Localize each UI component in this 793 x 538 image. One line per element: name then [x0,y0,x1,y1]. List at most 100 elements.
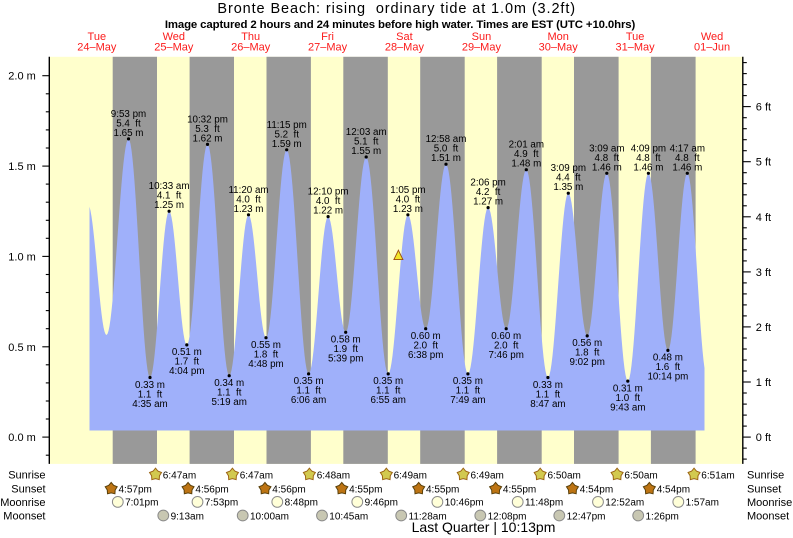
svg-text:6:47am: 6:47am [163,470,196,481]
svg-text:7:53pm: 7:53pm [205,498,238,509]
svg-text:1.51 m: 1.51 m [431,153,461,164]
svg-text:Sunset: Sunset [747,484,781,496]
svg-text:1.35 m: 1.35 m [553,182,583,193]
svg-text:6 ft: 6 ft [756,102,771,114]
svg-text:4.9 ft: 4.9 ft [514,149,539,160]
svg-text:27–May: 27–May [308,41,348,53]
svg-text:0 ft: 0 ft [756,432,771,444]
svg-text:2 ft: 2 ft [756,322,771,334]
svg-text:9:53 pm: 9:53 pm [111,109,146,120]
svg-text:9:43 am: 9:43 am [610,402,645,413]
svg-text:10:46pm: 10:46pm [445,498,484,509]
svg-text:Tue: Tue [626,31,645,43]
svg-text:5:39 pm: 5:39 pm [328,354,363,365]
svg-text:2.0 ft: 2.0 ft [413,341,438,352]
svg-text:4.0 ft: 4.0 ft [236,194,261,205]
svg-text:4.8 ft: 4.8 ft [595,153,620,164]
svg-text:4.4 ft: 4.4 ft [556,173,581,184]
svg-text:1:05 pm: 1:05 pm [390,185,425,196]
svg-text:11:48pm: 11:48pm [525,498,563,509]
svg-text:28–May: 28–May [385,41,425,53]
svg-text:29–May: 29–May [462,41,502,53]
svg-text:31–May: 31–May [616,41,656,53]
svg-text:7:01pm: 7:01pm [125,498,158,509]
svg-text:5.4 ft: 5.4 ft [116,118,141,129]
svg-text:25–May: 25–May [154,41,194,53]
svg-text:1.8 ft: 1.8 ft [575,348,600,359]
svg-text:Thu: Thu [241,31,260,43]
svg-text:5 ft: 5 ft [756,157,771,169]
svg-text:Mon: Mon [547,31,568,43]
svg-text:6:50am: 6:50am [624,470,657,481]
svg-text:9:02 pm: 9:02 pm [569,357,604,368]
svg-text:4.1 ft: 4.1 ft [157,191,182,202]
svg-text:1:57am: 1:57am [686,498,719,509]
svg-text:Sunrise: Sunrise [8,470,45,482]
svg-text:1.1 ft: 1.1 ft [217,388,242,399]
svg-text:4:57pm: 4:57pm [119,485,152,496]
svg-text:1.27 m: 1.27 m [473,197,503,208]
svg-text:4:54pm: 4:54pm [657,485,690,496]
svg-text:4:55pm: 4:55pm [426,485,459,496]
svg-text:0.48 m: 0.48 m [653,353,683,364]
svg-text:Last Quarter | 10:13pm: Last Quarter | 10:13pm [412,519,556,535]
svg-text:1.1 ft: 1.1 ft [138,389,163,400]
svg-text:1.22 m: 1.22 m [313,206,343,217]
svg-text:Bronte Beach: rising ordinary: Bronte Beach: rising ordinary tide at 1.… [217,1,576,17]
svg-text:Tue: Tue [88,31,107,43]
svg-text:Moonrise: Moonrise [0,497,45,509]
svg-text:10:45am: 10:45am [329,511,368,522]
svg-text:5.3 ft: 5.3 ft [195,124,220,135]
svg-text:Sunrise: Sunrise [747,470,784,482]
svg-text:Moonset: Moonset [747,511,789,523]
svg-text:Wed: Wed [163,31,185,43]
svg-text:6:47am: 6:47am [240,470,273,481]
svg-text:1.0 m: 1.0 m [8,251,36,263]
svg-text:11:15 pm: 11:15 pm [267,120,307,131]
svg-text:4:04 pm: 4:04 pm [169,366,204,377]
svg-text:3:09 am: 3:09 am [589,143,624,154]
svg-text:4:09 pm: 4:09 pm [631,143,666,154]
svg-text:4:48 pm: 4:48 pm [248,359,283,370]
svg-text:10:33 am: 10:33 am [149,181,190,192]
svg-text:4.8 ft: 4.8 ft [675,153,700,164]
svg-text:6:50am: 6:50am [548,470,581,481]
svg-text:1.1 ft: 1.1 ft [296,386,321,397]
svg-text:3:09 pm: 3:09 pm [551,163,586,174]
svg-text:10:00am: 10:00am [250,511,289,522]
svg-text:12:52am: 12:52am [605,498,644,509]
svg-text:1.46 m: 1.46 m [633,162,663,173]
svg-text:4:56pm: 4:56pm [195,485,228,496]
svg-text:4 ft: 4 ft [756,212,771,224]
svg-text:1.6 ft: 1.6 ft [656,362,681,373]
svg-text:4.0 ft: 4.0 ft [316,196,341,207]
svg-text:6:49am: 6:49am [471,470,504,481]
svg-text:4:54pm: 4:54pm [580,485,613,496]
svg-text:1.23 m: 1.23 m [393,204,423,215]
svg-text:4:55pm: 4:55pm [503,485,536,496]
svg-text:0.33 m: 0.33 m [135,380,165,391]
svg-text:0.60 m: 0.60 m [411,331,441,342]
svg-text:1.65 m: 1.65 m [114,128,144,139]
svg-text:4.8 ft: 4.8 ft [636,153,661,164]
svg-text:2:01 am: 2:01 am [509,140,544,151]
svg-text:4:55pm: 4:55pm [349,485,382,496]
svg-text:4:17 am: 4:17 am [670,143,705,154]
svg-text:0.51 m: 0.51 m [172,347,202,358]
svg-text:5.2 ft: 5.2 ft [274,129,299,140]
svg-text:8:48pm: 8:48pm [285,498,318,509]
svg-text:4.0 ft: 4.0 ft [396,194,421,205]
svg-text:12:58 am: 12:58 am [426,134,467,145]
svg-text:7:49 am: 7:49 am [450,395,485,406]
svg-text:6:55 am: 6:55 am [370,395,405,406]
svg-text:Image captured 2 hours and 24: Image captured 2 hours and 24 minutes be… [165,19,636,31]
svg-text:Sunset: Sunset [11,484,45,496]
svg-text:11:28am: 11:28am [409,511,447,522]
svg-text:1.1 ft: 1.1 ft [376,386,401,397]
svg-text:9:13am: 9:13am [171,511,204,522]
svg-text:1:26pm: 1:26pm [646,511,679,522]
svg-text:1.46 m: 1.46 m [592,162,622,173]
svg-text:Sun: Sun [472,31,492,43]
svg-text:24–May: 24–May [77,41,117,53]
svg-text:1.23 m: 1.23 m [234,204,264,215]
